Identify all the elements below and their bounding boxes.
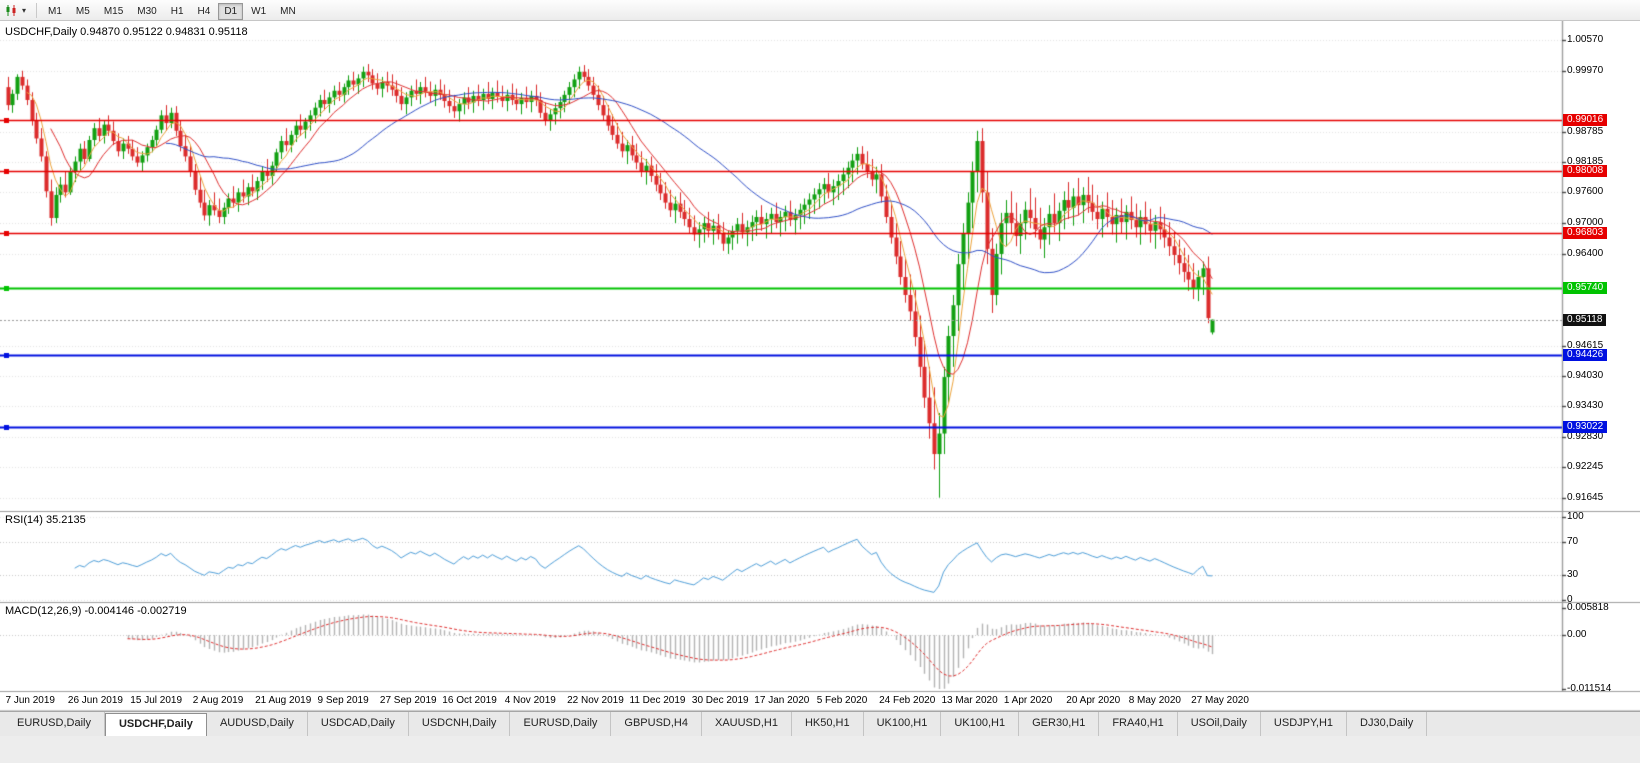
timeframe-buttons: M1 M5 M15 M30 H1 H4 D1 W1 MN — [41, 1, 303, 20]
symbol-tab-8[interactable]: HK50,H1 — [792, 712, 864, 736]
date-axis-label: 24 Feb 2020 — [879, 695, 936, 706]
date-axis-label: 1 Apr 2020 — [1003, 695, 1053, 706]
macd-axis-label: 0.00 — [1567, 629, 1587, 641]
timeframe-button-M1[interactable]: M1 — [42, 3, 68, 20]
date-axis-label: 11 Dec 2019 — [629, 695, 686, 706]
symbol-tab-10[interactable]: UK100,H1 — [941, 712, 1020, 736]
price-axis-label: 0.97000 — [1567, 217, 1604, 229]
price-axis-label: 0.97600 — [1567, 186, 1604, 198]
timeframe-button-M30[interactable]: M30 — [131, 3, 162, 20]
hline-price-badge: 0.99016 — [1563, 113, 1608, 126]
timeframe-button-M5[interactable]: M5 — [70, 3, 96, 20]
rsi-axis-label: 70 — [1567, 535, 1579, 547]
rsi-axis-label: 0 — [1567, 594, 1573, 605]
symbol-tab-14[interactable]: USDJPY,H1 — [1261, 712, 1348, 736]
price-axis-label: 0.91645 — [1567, 491, 1604, 503]
date-axis-label: 13 Mar 2020 — [941, 695, 998, 706]
current-price-badge: 0.95118 — [1563, 313, 1607, 326]
date-axis-label: 27 May 2020 — [1191, 695, 1249, 706]
timeframe-toolbar: ▾ M1 M5 M15 M30 H1 H4 D1 W1 MN — [0, 0, 1640, 21]
timeframe-button-W1[interactable]: W1 — [245, 3, 272, 20]
symbol-tab-6[interactable]: GBPUSD,H4 — [611, 712, 702, 736]
chart-tab-bar: EURUSD,Daily USDCHF,Daily AUDUSD,Daily USDC… — [0, 711, 1640, 736]
date-axis-label: 9 Sep 2019 — [317, 695, 369, 706]
price-axis-label: 0.98785 — [1567, 125, 1604, 137]
toolbar-separator — [36, 2, 38, 18]
date-axis-label: 16 Oct 2019 — [442, 695, 497, 706]
symbol-tab-2[interactable]: AUDUSD,Daily — [207, 712, 308, 736]
chart-window: USDCHF,Daily 0.94870 0.95122 0.94831 0.9… — [0, 21, 1640, 711]
symbol-tab-1[interactable]: USDCHF,Daily — [104, 713, 207, 736]
hline-price-badge: 0.93022 — [1563, 421, 1608, 434]
date-axis-label: 21 Aug 2019 — [255, 695, 312, 706]
date-axis-label: 17 Jan 2020 — [754, 695, 810, 706]
price-axis-label: 0.93430 — [1567, 400, 1604, 412]
macd-indicator-label: MACD(12,26,9) -0.004146 -0.002719 — [5, 605, 187, 617]
hline-price-badge: 0.98008 — [1563, 165, 1608, 178]
symbol-tab-3[interactable]: USDCAD,Daily — [308, 712, 409, 736]
price-axis-label: 0.94030 — [1567, 369, 1604, 381]
date-axis-label: 27 Sep 2019 — [379, 695, 437, 706]
macd-axis-label: 0.005818 — [1567, 602, 1609, 613]
candlestick-chart-icon[interactable] — [3, 3, 21, 18]
date-axis-label: 4 Nov 2019 — [504, 695, 556, 706]
symbol-tab-0[interactable]: EURUSD,Daily — [4, 712, 105, 736]
symbol-tab-13[interactable]: USOil,Daily — [1178, 712, 1261, 736]
chart-type-group: ▾ — [3, 3, 26, 18]
symbol-tab-15[interactable]: DJ30,Daily — [1347, 712, 1428, 736]
rsi-axis-label: 30 — [1567, 569, 1579, 581]
price-axis-label: 0.98185 — [1567, 156, 1604, 168]
price-axis-label: 0.92245 — [1567, 461, 1604, 473]
hline-price-badge: 0.95740 — [1563, 281, 1608, 294]
chart-title-ohlc: USDCHF,Daily 0.94870 0.95122 0.94831 0.9… — [5, 26, 248, 38]
symbol-tab-9[interactable]: UK100,H1 — [864, 712, 942, 736]
rsi-indicator-label: RSI(14) 35.2135 — [5, 514, 86, 526]
rsi-axis-label: 100 — [1567, 511, 1584, 522]
price-axis-label: 0.94615 — [1567, 339, 1604, 351]
date-axis-label: 2 Aug 2019 — [192, 695, 244, 706]
date-axis-label: 26 Jun 2019 — [67, 695, 123, 706]
hline-price-badge: 0.94426 — [1563, 349, 1608, 362]
timeframe-button-M15[interactable]: M15 — [98, 3, 129, 20]
timeframe-button-H1[interactable]: H1 — [165, 3, 190, 20]
chevron-down-icon[interactable]: ▾ — [22, 5, 27, 15]
date-axis-label: 22 Nov 2019 — [567, 695, 624, 706]
symbol-tab-4[interactable]: USDCNH,Daily — [409, 712, 511, 736]
hline-price-badge: 0.96803 — [1563, 227, 1608, 240]
macd-axis-label: -0.011514 — [1567, 683, 1612, 694]
timeframe-button-MN[interactable]: MN — [274, 3, 302, 20]
date-axis-label: 8 May 2020 — [1128, 695, 1181, 706]
symbol-tab-12[interactable]: FRA40,H1 — [1099, 712, 1178, 736]
symbol-tab-7[interactable]: XAUUSD,H1 — [702, 712, 792, 736]
chart-canvas[interactable] — [0, 21, 1640, 711]
date-axis-label: 20 Apr 2020 — [1066, 695, 1121, 706]
date-axis-label: 30 Dec 2019 — [691, 695, 749, 706]
timeframe-button-D1[interactable]: D1 — [218, 2, 244, 20]
symbol-tab-5[interactable]: EURUSD,Daily — [510, 712, 612, 736]
date-axis-label: 5 Feb 2020 — [816, 695, 868, 706]
date-axis-label: 7 Jun 2019 — [5, 695, 56, 706]
price-axis-label: 0.92830 — [1567, 431, 1604, 443]
timeframe-button-H4[interactable]: H4 — [192, 3, 217, 20]
status-bar — [0, 736, 1640, 763]
symbol-tab-11[interactable]: GER30,H1 — [1019, 712, 1100, 736]
price-axis-label: 0.99970 — [1567, 64, 1604, 76]
price-axis-label: 1.00570 — [1567, 33, 1604, 45]
date-axis-label: 15 Jul 2019 — [130, 695, 183, 706]
price-axis-label: 0.96400 — [1567, 247, 1604, 259]
